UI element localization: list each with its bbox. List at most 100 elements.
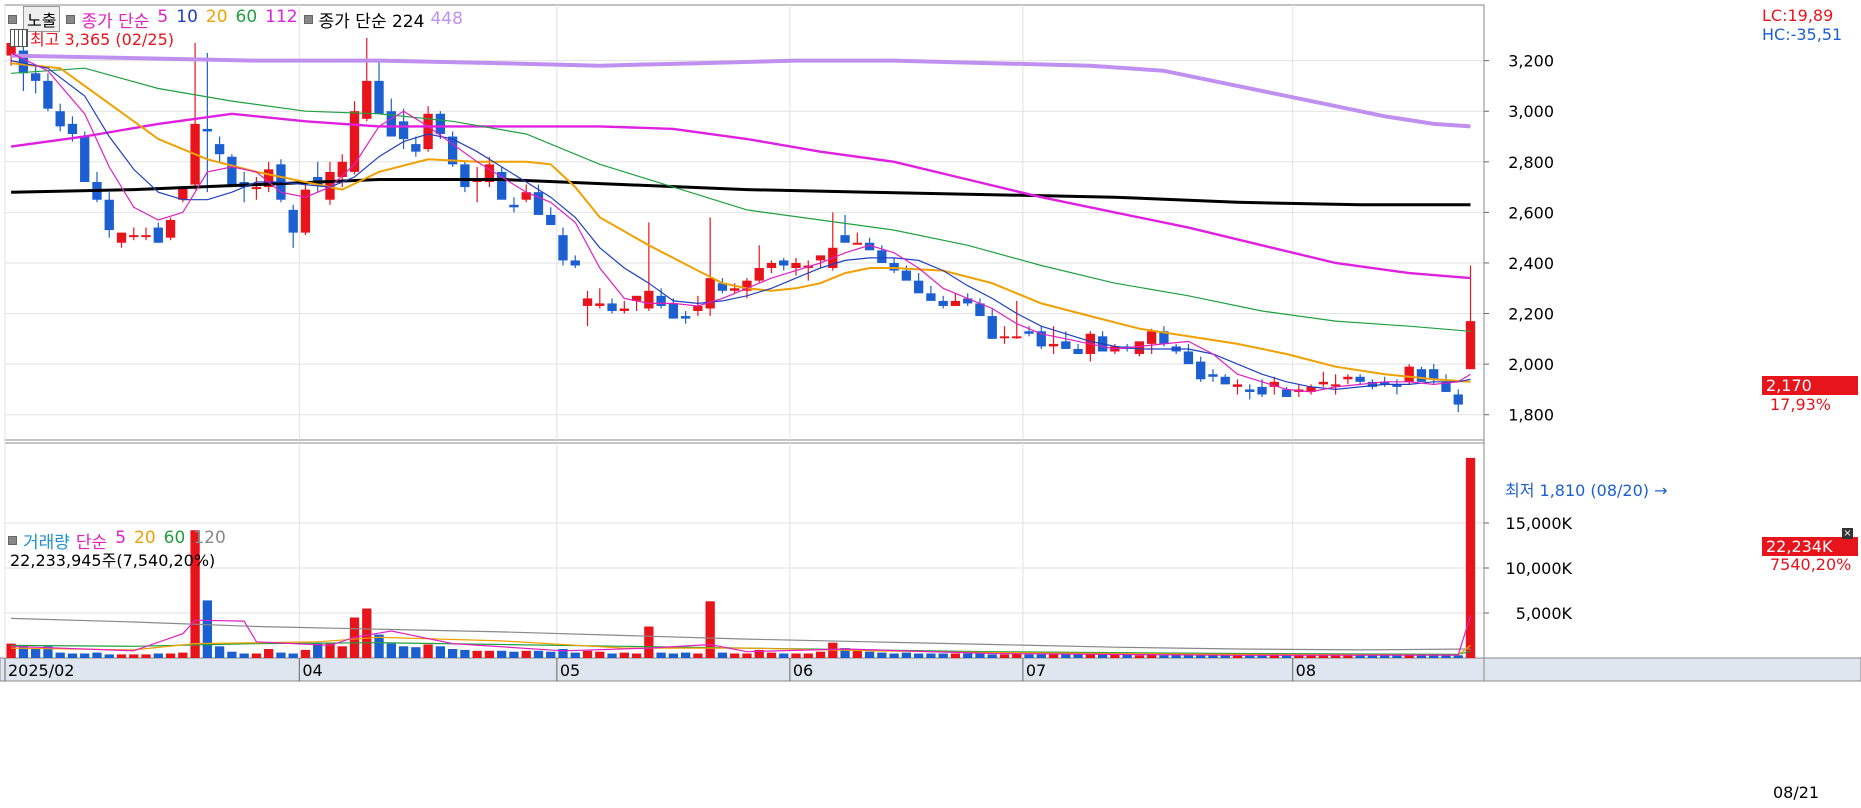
candle-body[interactable] bbox=[1061, 341, 1071, 349]
candle-body[interactable] bbox=[1208, 374, 1218, 377]
candle-body[interactable] bbox=[852, 242, 862, 245]
volume-bar[interactable] bbox=[104, 654, 114, 658]
volume-bar[interactable] bbox=[497, 650, 507, 658]
volume-bar[interactable] bbox=[644, 626, 654, 659]
volume-bar[interactable] bbox=[901, 652, 912, 658]
candle-body[interactable] bbox=[202, 128, 213, 132]
volume-bar[interactable] bbox=[1085, 654, 1095, 658]
candle-body[interactable] bbox=[1343, 376, 1353, 380]
volume-bar[interactable] bbox=[30, 649, 41, 658]
volume-bar[interactable] bbox=[1061, 654, 1071, 658]
volume-bar[interactable] bbox=[521, 650, 531, 658]
candle-body[interactable] bbox=[1024, 331, 1034, 334]
volume-bar[interactable] bbox=[950, 653, 961, 659]
volume-bar[interactable] bbox=[533, 650, 544, 658]
candle-body[interactable] bbox=[447, 136, 458, 165]
price-ma224-line[interactable] bbox=[11, 178, 1471, 207]
candle-body[interactable] bbox=[1318, 381, 1329, 385]
candle-body[interactable] bbox=[644, 290, 654, 309]
candle-body[interactable] bbox=[1134, 341, 1145, 355]
volume-bar[interactable] bbox=[398, 646, 409, 658]
volume-bar[interactable] bbox=[1036, 654, 1046, 658]
candle-body[interactable] bbox=[30, 73, 41, 81]
volume-bar[interactable] bbox=[1453, 655, 1463, 658]
candle-body[interactable] bbox=[411, 144, 421, 152]
candle-body[interactable] bbox=[300, 189, 311, 233]
volume-ma-period-5[interactable]: 5 bbox=[115, 528, 127, 548]
candle-body[interactable] bbox=[1036, 331, 1046, 347]
volume-bar[interactable] bbox=[1392, 655, 1402, 658]
volume-bar[interactable] bbox=[938, 653, 948, 659]
volume-bar[interactable] bbox=[141, 654, 151, 658]
candle-body[interactable] bbox=[1269, 381, 1279, 387]
candle-body[interactable] bbox=[153, 227, 163, 243]
ma-period-10[interactable]: 10 bbox=[176, 6, 198, 27]
candle-body[interactable] bbox=[1441, 381, 1451, 392]
volume-bar[interactable] bbox=[227, 651, 237, 658]
candle-body[interactable] bbox=[509, 204, 519, 208]
volume-bar[interactable] bbox=[1257, 655, 1267, 658]
candle-body[interactable] bbox=[374, 80, 384, 114]
volume-bar[interactable] bbox=[1465, 457, 1476, 658]
candle-body[interactable] bbox=[595, 303, 605, 306]
volume-bar[interactable] bbox=[1294, 655, 1304, 658]
candle-body[interactable] bbox=[656, 295, 666, 306]
candle-body[interactable] bbox=[607, 303, 617, 312]
volume-bar[interactable] bbox=[999, 654, 1010, 658]
volume-ma-label[interactable]: 단순 bbox=[75, 533, 108, 553]
candle-body[interactable] bbox=[570, 260, 580, 266]
volume-bar[interactable] bbox=[1404, 655, 1414, 658]
volume-bar[interactable] bbox=[1318, 655, 1329, 658]
volume-bar[interactable] bbox=[1159, 655, 1169, 658]
candle-body[interactable] bbox=[582, 298, 593, 306]
volume-bar[interactable] bbox=[374, 634, 384, 658]
candle-body[interactable] bbox=[963, 298, 973, 304]
candle-body[interactable] bbox=[104, 199, 114, 231]
volume-bar[interactable] bbox=[264, 649, 274, 658]
candle-body[interactable] bbox=[337, 161, 347, 177]
candle-body[interactable] bbox=[840, 235, 850, 243]
ma-period-60[interactable]: 60 bbox=[235, 6, 258, 27]
ma-period-20[interactable]: 20 bbox=[205, 6, 228, 27]
volume-bar[interactable] bbox=[1343, 655, 1353, 658]
candle-body[interactable] bbox=[791, 262, 801, 269]
volume-bar[interactable] bbox=[472, 650, 482, 658]
candle-body[interactable] bbox=[129, 235, 139, 238]
candle-body[interactable] bbox=[987, 316, 997, 339]
candle-body[interactable] bbox=[1048, 343, 1059, 347]
candle-body[interactable] bbox=[423, 113, 433, 150]
candle-body[interactable] bbox=[533, 192, 544, 215]
volume-bar[interactable] bbox=[558, 649, 568, 658]
volume-bar[interactable] bbox=[337, 646, 347, 658]
candle-body[interactable] bbox=[251, 187, 262, 190]
price-ma5-line[interactable] bbox=[10, 52, 1471, 393]
volume-bar[interactable] bbox=[680, 652, 691, 658]
volume-bar[interactable] bbox=[766, 652, 777, 658]
candle-body[interactable] bbox=[717, 283, 728, 291]
candle-body[interactable] bbox=[178, 187, 188, 200]
ma-period-5[interactable]: 5 bbox=[157, 6, 169, 27]
price-ma112-line[interactable] bbox=[10, 112, 1471, 280]
volume-bar[interactable] bbox=[570, 652, 580, 658]
candle-body[interactable] bbox=[6, 42, 16, 56]
volume-bar[interactable] bbox=[754, 649, 764, 658]
candle-body[interactable] bbox=[1355, 376, 1365, 382]
candle-body[interactable] bbox=[926, 293, 936, 301]
volume-bar[interactable] bbox=[730, 653, 740, 659]
volume-bar[interactable] bbox=[288, 653, 298, 659]
volume-bar[interactable] bbox=[1134, 655, 1145, 658]
volume-bar[interactable] bbox=[1330, 655, 1341, 658]
candle-body[interactable] bbox=[386, 111, 396, 137]
ma-period-112[interactable]: 112 bbox=[265, 6, 298, 27]
ma-label[interactable]: 종가 단순 bbox=[81, 11, 150, 32]
volume-ma20-line[interactable] bbox=[11, 636, 1471, 656]
volume-bar[interactable] bbox=[202, 600, 213, 658]
candle-body[interactable] bbox=[779, 260, 789, 266]
candle-body[interactable] bbox=[864, 242, 875, 251]
price-ma60-line[interactable] bbox=[11, 67, 1471, 332]
volume-bar[interactable] bbox=[116, 654, 127, 658]
volume-bar[interactable] bbox=[214, 646, 225, 658]
candle-body[interactable] bbox=[938, 300, 948, 306]
volume-bar[interactable] bbox=[1171, 654, 1181, 658]
candle-body[interactable] bbox=[484, 164, 495, 183]
